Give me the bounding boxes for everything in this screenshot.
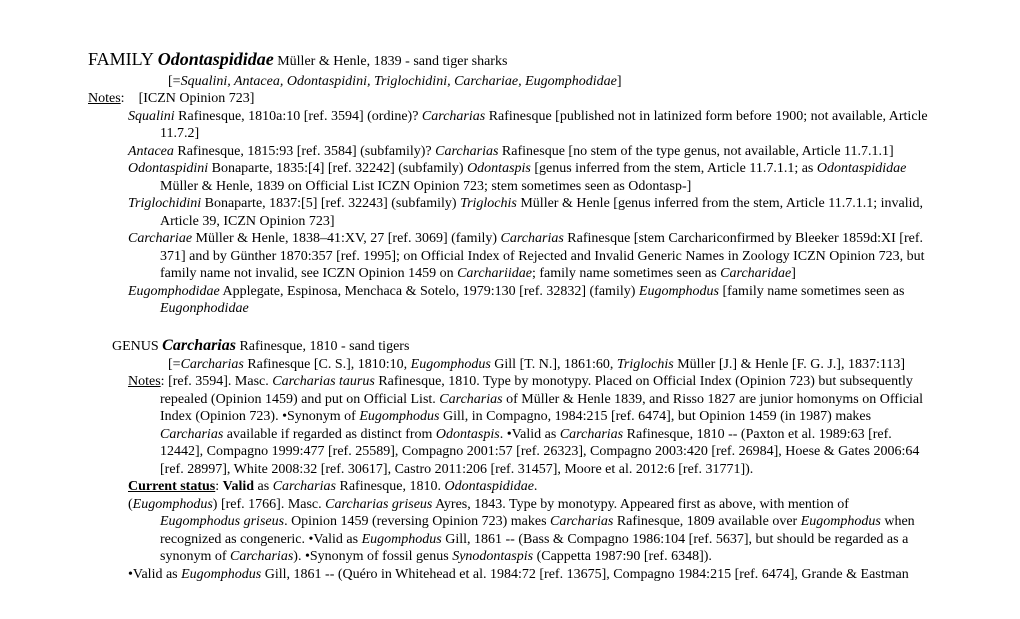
notes-label: Notes — [88, 91, 121, 106]
valid-body: •Valid as Eugomphodus Gill, 1861 -- (Qué… — [128, 567, 909, 582]
genus-name: Carcharias — [162, 337, 236, 354]
family-name: Odontaspididae — [158, 49, 274, 69]
genus-common: sand tigers — [349, 339, 409, 354]
status-label: Current status — [128, 479, 215, 494]
genus-eugomphodus: (Eugomphodus) [ref. 1766]. Masc. Carchar… — [128, 496, 932, 566]
family-entry: Squalini Rafinesque, 1810a:10 [ref. 3594… — [128, 108, 932, 143]
genus-label: GENUS — [112, 339, 162, 354]
genus-notes: Notes: [ref. 3594]. Masc. Carcharias tau… — [128, 373, 932, 478]
genus-notes-label: Notes — [128, 374, 161, 389]
genus-authority: Rafinesque, 1810 - — [236, 339, 349, 354]
genus-valid-as: •Valid as Eugomphodus Gill, 1861 -- (Qué… — [128, 566, 932, 584]
family-label: FAMILY — [88, 49, 158, 69]
genus-status: Current status: Valid as Carcharias Rafi… — [128, 478, 932, 496]
genus-synonyms: [=Carcharias Rafinesque [C. S.], 1810:10… — [168, 356, 932, 374]
eugom-body: (Eugomphodus) [ref. 1766]. Masc. Carchar… — [128, 497, 915, 565]
syn-names: Squalini, Antacea, Odontaspidini, Triglo… — [181, 74, 617, 89]
family-notes-line: Notes: [ICZN Opinion 723] — [88, 90, 932, 108]
family-entry: Triglochidini Bonaparte, 1837:[5] [ref. … — [128, 195, 932, 230]
family-common: sand tiger sharks — [413, 54, 507, 69]
genus-syn-open: [= — [168, 357, 181, 372]
family-header: FAMILY Odontaspididae Müller & Henle, 18… — [88, 48, 932, 71]
genus-notes-body: [ref. 3594]. Masc. Carcharias taurus Raf… — [160, 374, 923, 477]
genus-syn-text: Carcharias Rafinesque [C. S.], 1810:10, … — [181, 357, 905, 372]
family-entry: Eugomphodidae Applegate, Espinosa, Mench… — [128, 283, 932, 318]
genus-notes-colon: : — [161, 374, 168, 389]
family-synonyms: [=Squalini, Antacea, Odontaspidini, Trig… — [168, 73, 932, 91]
family-entry: Carchariae Müller & Henle, 1838–41:XV, 2… — [128, 230, 932, 283]
family-entry: Odontaspidini Bonaparte, 1835:[4] [ref. … — [128, 160, 932, 195]
syn-open: [= — [168, 74, 181, 89]
family-entry: Antacea Rafinesque, 1815:93 [ref. 3584] … — [128, 143, 932, 161]
syn-close: ] — [617, 74, 622, 89]
notes-text: [ICZN Opinion 723] — [125, 91, 255, 106]
status-body: : Valid as Carcharias Rafinesque, 1810. … — [215, 479, 537, 494]
family-authority: Müller & Henle, 1839 - — [274, 54, 414, 69]
genus-header: GENUS Carcharias Rafinesque, 1810 - sand… — [112, 336, 932, 356]
